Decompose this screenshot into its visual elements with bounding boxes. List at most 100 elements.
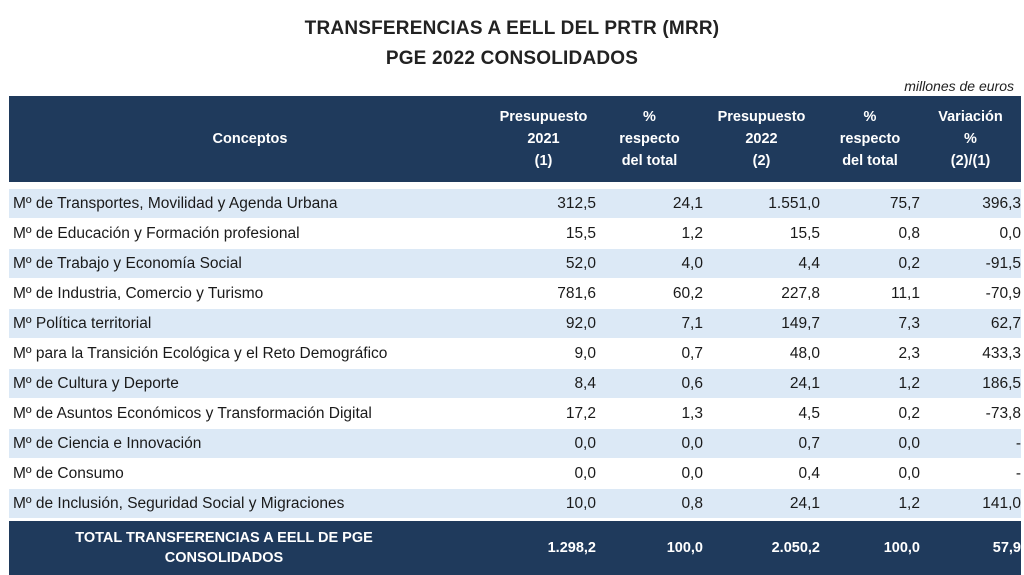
cell-variacion: -91,5 <box>920 249 1021 279</box>
cell-concepto: Mº de Consumo <box>9 459 491 489</box>
table-title-line1: TRANSFERENCIAS A EELL DEL PRTR (MRR) <box>0 18 1024 40</box>
cell-p2021: 0,0 <box>491 429 596 459</box>
total-pct2021: 100,0 <box>596 520 703 575</box>
header-line: % <box>920 128 1021 150</box>
table-total-row: TOTAL TRANSFERENCIAS A EELL DE PGE CONSO… <box>9 520 1021 575</box>
cell-pct2021: 1,3 <box>596 399 703 429</box>
header-line: % <box>820 106 920 128</box>
cell-p2021: 15,5 <box>491 219 596 249</box>
cell-p2021: 92,0 <box>491 309 596 339</box>
cell-pct2022: 1,2 <box>820 369 920 399</box>
cell-p2022: 0,7 <box>703 429 820 459</box>
cell-pct2021: 0,0 <box>596 459 703 489</box>
header-line: (2)/(1) <box>920 150 1021 172</box>
cell-variacion: 0,0 <box>920 219 1021 249</box>
cell-p2022: 227,8 <box>703 279 820 309</box>
cell-concepto: Mº de Educación y Formación profesional <box>9 219 491 249</box>
table-row: Mº Política territorial 92,0 7,1 149,7 7… <box>9 309 1021 339</box>
cell-p2022: 48,0 <box>703 339 820 369</box>
cell-pct2021: 1,2 <box>596 219 703 249</box>
cell-p2022: 4,5 <box>703 399 820 429</box>
cell-pct2021: 0,8 <box>596 489 703 520</box>
cell-p2021: 9,0 <box>491 339 596 369</box>
header-line: Presupuesto <box>703 106 820 128</box>
cell-pct2021: 0,7 <box>596 339 703 369</box>
header-line: % <box>596 106 703 128</box>
cell-p2021: 8,4 <box>491 369 596 399</box>
cell-pct2022: 0,2 <box>820 399 920 429</box>
cell-variacion: - <box>920 429 1021 459</box>
cell-pct2021: 4,0 <box>596 249 703 279</box>
header-line: (2) <box>703 150 820 172</box>
table-row: Mº de Consumo 0,0 0,0 0,4 0,0 - <box>9 459 1021 489</box>
units-note: millones de euros <box>904 78 1014 94</box>
cell-pct2022: 2,3 <box>820 339 920 369</box>
cell-variacion: 186,5 <box>920 369 1021 399</box>
cell-concepto: Mº de Inclusión, Seguridad Social y Migr… <box>9 489 491 520</box>
cell-p2021: 52,0 <box>491 249 596 279</box>
table-row: Mº de Ciencia e Innovación 0,0 0,0 0,7 0… <box>9 429 1021 459</box>
header-presupuesto-2021: Presupuesto 2021 (1) <box>491 96 596 184</box>
table-row: Mº de Inclusión, Seguridad Social y Migr… <box>9 489 1021 520</box>
table-row: Mº de Asuntos Económicos y Transformació… <box>9 399 1021 429</box>
cell-pct2022: 11,1 <box>820 279 920 309</box>
cell-concepto: Mº Política territorial <box>9 309 491 339</box>
cell-pct2021: 0,6 <box>596 369 703 399</box>
cell-concepto: Mº de Cultura y Deporte <box>9 369 491 399</box>
cell-variacion: 62,7 <box>920 309 1021 339</box>
header-line: del total <box>596 150 703 172</box>
cell-concepto: Mº de Transportes, Movilidad y Agenda Ur… <box>9 189 491 219</box>
cell-variacion: 396,3 <box>920 189 1021 219</box>
table-header: Conceptos Presupuesto 2021 (1) % respect… <box>9 96 1021 184</box>
cell-pct2022: 75,7 <box>820 189 920 219</box>
cell-concepto: Mº para la Transición Ecológica y el Ret… <box>9 339 491 369</box>
header-pct-2022: % respecto del total <box>820 96 920 184</box>
cell-pct2021: 7,1 <box>596 309 703 339</box>
cell-pct2022: 0,8 <box>820 219 920 249</box>
cell-p2022: 0,4 <box>703 459 820 489</box>
total-concepto: TOTAL TRANSFERENCIAS A EELL DE PGE CONSO… <box>9 520 491 575</box>
cell-variacion: - <box>920 459 1021 489</box>
header-presupuesto-2022: Presupuesto 2022 (2) <box>703 96 820 184</box>
header-line: respecto <box>820 128 920 150</box>
cell-concepto: Mº de Ciencia e Innovación <box>9 429 491 459</box>
table-row: Mº de Industria, Comercio y Turismo 781,… <box>9 279 1021 309</box>
table-title-line2: PGE 2022 CONSOLIDADOS <box>0 48 1024 70</box>
header-line: Variación <box>920 106 1021 128</box>
header-conceptos: Conceptos <box>9 96 491 184</box>
cell-pct2021: 60,2 <box>596 279 703 309</box>
cell-variacion: -70,9 <box>920 279 1021 309</box>
cell-variacion: 141,0 <box>920 489 1021 520</box>
cell-pct2022: 7,3 <box>820 309 920 339</box>
header-line: 2022 <box>703 128 820 150</box>
total-p2022: 2.050,2 <box>703 520 820 575</box>
header-line: del total <box>820 150 920 172</box>
table-body: Mº de Transportes, Movilidad y Agenda Ur… <box>9 189 1021 520</box>
cell-pct2022: 0,0 <box>820 429 920 459</box>
header-pct-2021: % respecto del total <box>596 96 703 184</box>
cell-p2021: 17,2 <box>491 399 596 429</box>
cell-pct2022: 1,2 <box>820 489 920 520</box>
table-row: Mº de Educación y Formación profesional … <box>9 219 1021 249</box>
transfers-table: Conceptos Presupuesto 2021 (1) % respect… <box>9 96 1021 575</box>
cell-p2022: 24,1 <box>703 369 820 399</box>
total-p2021: 1.298,2 <box>491 520 596 575</box>
cell-p2022: 4,4 <box>703 249 820 279</box>
cell-p2021: 10,0 <box>491 489 596 520</box>
cell-p2021: 312,5 <box>491 189 596 219</box>
table-row: Mº de Trabajo y Economía Social 52,0 4,0… <box>9 249 1021 279</box>
cell-p2022: 24,1 <box>703 489 820 520</box>
cell-p2021: 781,6 <box>491 279 596 309</box>
cell-variacion: 433,3 <box>920 339 1021 369</box>
cell-pct2022: 0,0 <box>820 459 920 489</box>
cell-p2022: 149,7 <box>703 309 820 339</box>
cell-concepto: Mº de Asuntos Económicos y Transformació… <box>9 399 491 429</box>
header-line: 2021 <box>491 128 596 150</box>
cell-p2022: 15,5 <box>703 219 820 249</box>
header-variacion: Variación % (2)/(1) <box>920 96 1021 184</box>
cell-variacion: -73,8 <box>920 399 1021 429</box>
cell-p2022: 1.551,0 <box>703 189 820 219</box>
cell-p2021: 0,0 <box>491 459 596 489</box>
table-row: Mº de Transportes, Movilidad y Agenda Ur… <box>9 189 1021 219</box>
table-row: Mº para la Transición Ecológica y el Ret… <box>9 339 1021 369</box>
